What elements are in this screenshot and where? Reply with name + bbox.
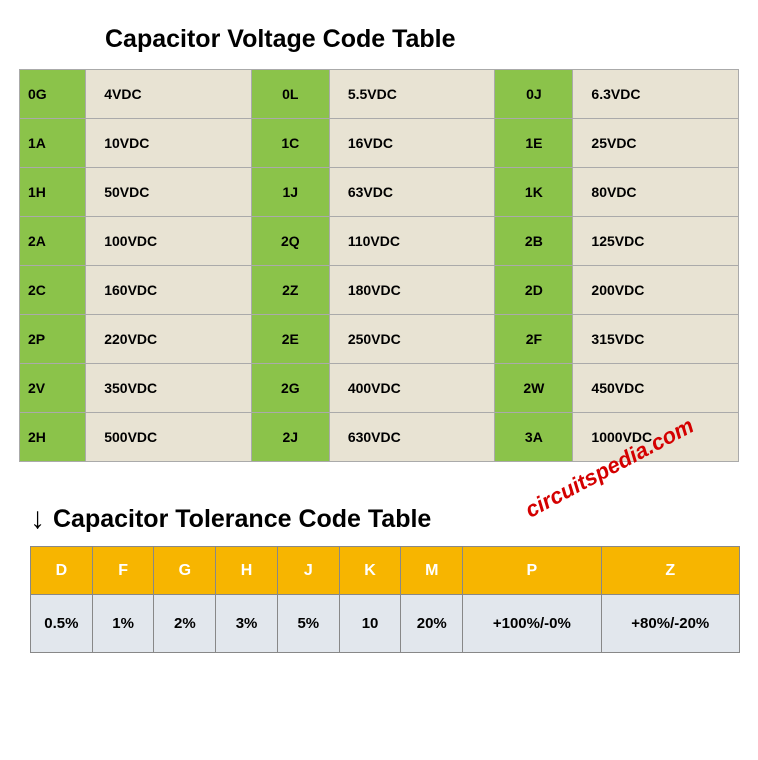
tolerance-header-cell: M: [401, 547, 463, 595]
tolerance-header-cell: F: [92, 547, 154, 595]
table-row: 2A100VDC2Q110VDC2B125VDC: [20, 217, 739, 266]
voltage-value-cell: 100VDC: [86, 217, 252, 266]
voltage-code-cell: 2B: [495, 217, 573, 266]
voltage-value-cell: 350VDC: [86, 364, 252, 413]
voltage-value-cell: 63VDC: [329, 168, 495, 217]
tolerance-value-cell: 2%: [154, 595, 216, 653]
voltage-value-cell: 160VDC: [86, 266, 252, 315]
voltage-code-cell: 1A: [20, 119, 86, 168]
voltage-code-cell: 2V: [20, 364, 86, 413]
voltage-code-cell: 0J: [495, 70, 573, 119]
voltage-code-cell: 2E: [251, 315, 329, 364]
voltage-value-cell: 1000VDC: [573, 413, 739, 462]
voltage-code-cell: 2D: [495, 266, 573, 315]
voltage-value-cell: 180VDC: [329, 266, 495, 315]
tolerance-header-cell: G: [154, 547, 216, 595]
tolerance-value-cell: 20%: [401, 595, 463, 653]
voltage-value-cell: 450VDC: [573, 364, 739, 413]
tolerance-header-cell: D: [31, 547, 93, 595]
voltage-code-cell: 2F: [495, 315, 573, 364]
voltage-code-cell: 1K: [495, 168, 573, 217]
voltage-code-cell: 2G: [251, 364, 329, 413]
tolerance-value-cell: 5%: [277, 595, 339, 653]
voltage-value-cell: 80VDC: [573, 168, 739, 217]
table-row: 1H50VDC1J63VDC1K80VDC: [20, 168, 739, 217]
voltage-value-cell: 6.3VDC: [573, 70, 739, 119]
voltage-value-cell: 5.5VDC: [329, 70, 495, 119]
voltage-code-cell: 1E: [495, 119, 573, 168]
tolerance-value-cell: 10: [339, 595, 401, 653]
voltage-value-cell: 200VDC: [573, 266, 739, 315]
voltage-value-cell: 110VDC: [329, 217, 495, 266]
voltage-value-cell: 125VDC: [573, 217, 739, 266]
table-row: 2C160VDC2Z180VDC2D200VDC: [20, 266, 739, 315]
voltage-code-cell: 0L: [251, 70, 329, 119]
voltage-code-cell: 1H: [20, 168, 86, 217]
table-row: 2P220VDC2E250VDC2F315VDC: [20, 315, 739, 364]
voltage-value-cell: 315VDC: [573, 315, 739, 364]
voltage-code-cell: 2Q: [251, 217, 329, 266]
tolerance-value-cell: 0.5%: [31, 595, 93, 653]
voltage-code-table: 0G4VDC0L5.5VDC0J6.3VDC1A10VDC1C16VDC1E25…: [19, 69, 739, 462]
voltage-value-cell: 220VDC: [86, 315, 252, 364]
tolerance-header-cell: P: [463, 547, 601, 595]
voltage-code-cell: 2Z: [251, 266, 329, 315]
voltage-code-cell: 2H: [20, 413, 86, 462]
voltage-code-cell: 2P: [20, 315, 86, 364]
voltage-value-cell: 4VDC: [86, 70, 252, 119]
voltage-code-cell: 2C: [20, 266, 86, 315]
voltage-value-cell: 250VDC: [329, 315, 495, 364]
voltage-code-cell: 3A: [495, 413, 573, 462]
tolerance-value-cell: +80%/-20%: [601, 595, 739, 653]
tolerance-code-table: DFGHJKMPZ 0.5%1%2%3%5%1020%+100%/-0%+80%…: [30, 546, 740, 653]
tolerance-value-cell: 1%: [92, 595, 154, 653]
table-row: 2H500VDC2J630VDC3A1000VDC: [20, 413, 739, 462]
tolerance-header-cell: J: [277, 547, 339, 595]
voltage-value-cell: 500VDC: [86, 413, 252, 462]
voltage-value-cell: 16VDC: [329, 119, 495, 168]
table-row: 1A10VDC1C16VDC1E25VDC: [20, 119, 739, 168]
tolerance-value-cell: +100%/-0%: [463, 595, 601, 653]
tolerance-header-cell: H: [216, 547, 278, 595]
voltage-value-cell: 400VDC: [329, 364, 495, 413]
voltage-value-cell: 630VDC: [329, 413, 495, 462]
voltage-code-cell: 2A: [20, 217, 86, 266]
voltage-code-cell: 0G: [20, 70, 86, 119]
tolerance-header-cell: Z: [601, 547, 739, 595]
voltage-code-cell: 2W: [495, 364, 573, 413]
voltage-code-cell: 1J: [251, 168, 329, 217]
tolerance-title-wrap: ↓ Capacitor Tolerance Code Table: [30, 502, 743, 536]
table-row: 2V350VDC2G400VDC2W450VDC: [20, 364, 739, 413]
voltage-value-cell: 50VDC: [86, 168, 252, 217]
tolerance-table-title: Capacitor Tolerance Code Table: [53, 505, 431, 534]
tolerance-header-cell: K: [339, 547, 401, 595]
tolerance-value-cell: 3%: [216, 595, 278, 653]
voltage-code-cell: 2J: [251, 413, 329, 462]
arrow-down-icon: ↓: [30, 502, 45, 536]
table-row: 0G4VDC0L5.5VDC0J6.3VDC: [20, 70, 739, 119]
voltage-value-cell: 25VDC: [573, 119, 739, 168]
voltage-value-cell: 10VDC: [86, 119, 252, 168]
voltage-table-title: Capacitor Voltage Code Table: [105, 25, 743, 54]
voltage-code-cell: 1C: [251, 119, 329, 168]
